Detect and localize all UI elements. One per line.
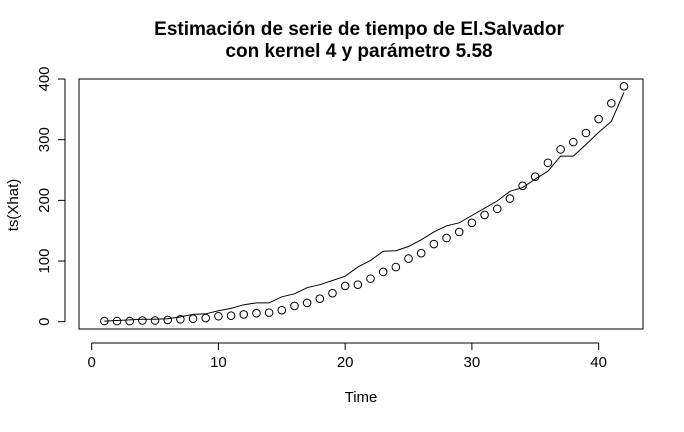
y-tick-label: 300: [36, 127, 53, 152]
data-point: [340, 281, 350, 291]
y-tick-label: 100: [36, 249, 53, 274]
chart-title-line-2: con kernel 4 y parámetro 5.58: [225, 41, 492, 62]
y-axis-label: ts(Xhat): [5, 179, 22, 232]
x-tick-label: 10: [210, 354, 227, 371]
data-point: [607, 98, 616, 108]
data-point: [442, 233, 451, 243]
data-point: [214, 311, 223, 321]
x-tick-label: 20: [337, 354, 354, 371]
data-point: [594, 114, 603, 124]
data-point: [619, 81, 629, 91]
data-point: [163, 315, 173, 325]
data-point: [353, 280, 363, 290]
data-point: [391, 262, 401, 272]
data-point: [378, 267, 388, 277]
data-point: [201, 313, 211, 323]
y-tick-label: 200: [36, 188, 53, 213]
data-point: [429, 239, 439, 249]
y-axis: 0 100 200 300 400: [36, 66, 66, 326]
data-point: [315, 294, 325, 303]
data-point: [290, 301, 299, 311]
x-tick-label: 30: [464, 354, 481, 371]
data-point: [556, 145, 565, 154]
data-point: [125, 316, 134, 326]
fitted-series-line: [104, 92, 625, 322]
data-point: [404, 254, 413, 263]
data-point: [454, 227, 464, 237]
data-point: [252, 308, 261, 318]
data-point: [328, 288, 337, 298]
y-tick-label: 0: [36, 318, 53, 326]
data-point: [366, 274, 375, 283]
data-point: [518, 181, 527, 191]
data-point: [239, 310, 249, 319]
data-point: [150, 316, 160, 325]
data-point: [581, 128, 591, 138]
x-tick-label: 0: [88, 354, 96, 371]
plot-frame: [78, 78, 644, 330]
data-point: [480, 210, 489, 220]
chart-title-line-1: Estimación de serie de tiempo de El.Salv…: [154, 19, 564, 40]
data-point: [277, 305, 287, 315]
data-point: [138, 316, 147, 325]
data-point: [264, 308, 274, 317]
series-layer: [100, 81, 629, 326]
data-point: [568, 137, 578, 147]
data-point: [188, 314, 198, 323]
x-tick-label: 40: [590, 354, 607, 371]
data-point: [492, 204, 502, 214]
x-axis-label: Time: [345, 389, 378, 406]
data-point: [176, 314, 185, 324]
data-point: [302, 298, 312, 308]
data-point: [226, 311, 236, 320]
data-point: [543, 158, 553, 168]
data-point: [416, 248, 426, 258]
data-point: [505, 194, 515, 203]
data-point: [467, 218, 477, 228]
y-tick-label: 400: [36, 66, 53, 91]
x-axis: 0 10 20 30 40: [88, 342, 607, 371]
